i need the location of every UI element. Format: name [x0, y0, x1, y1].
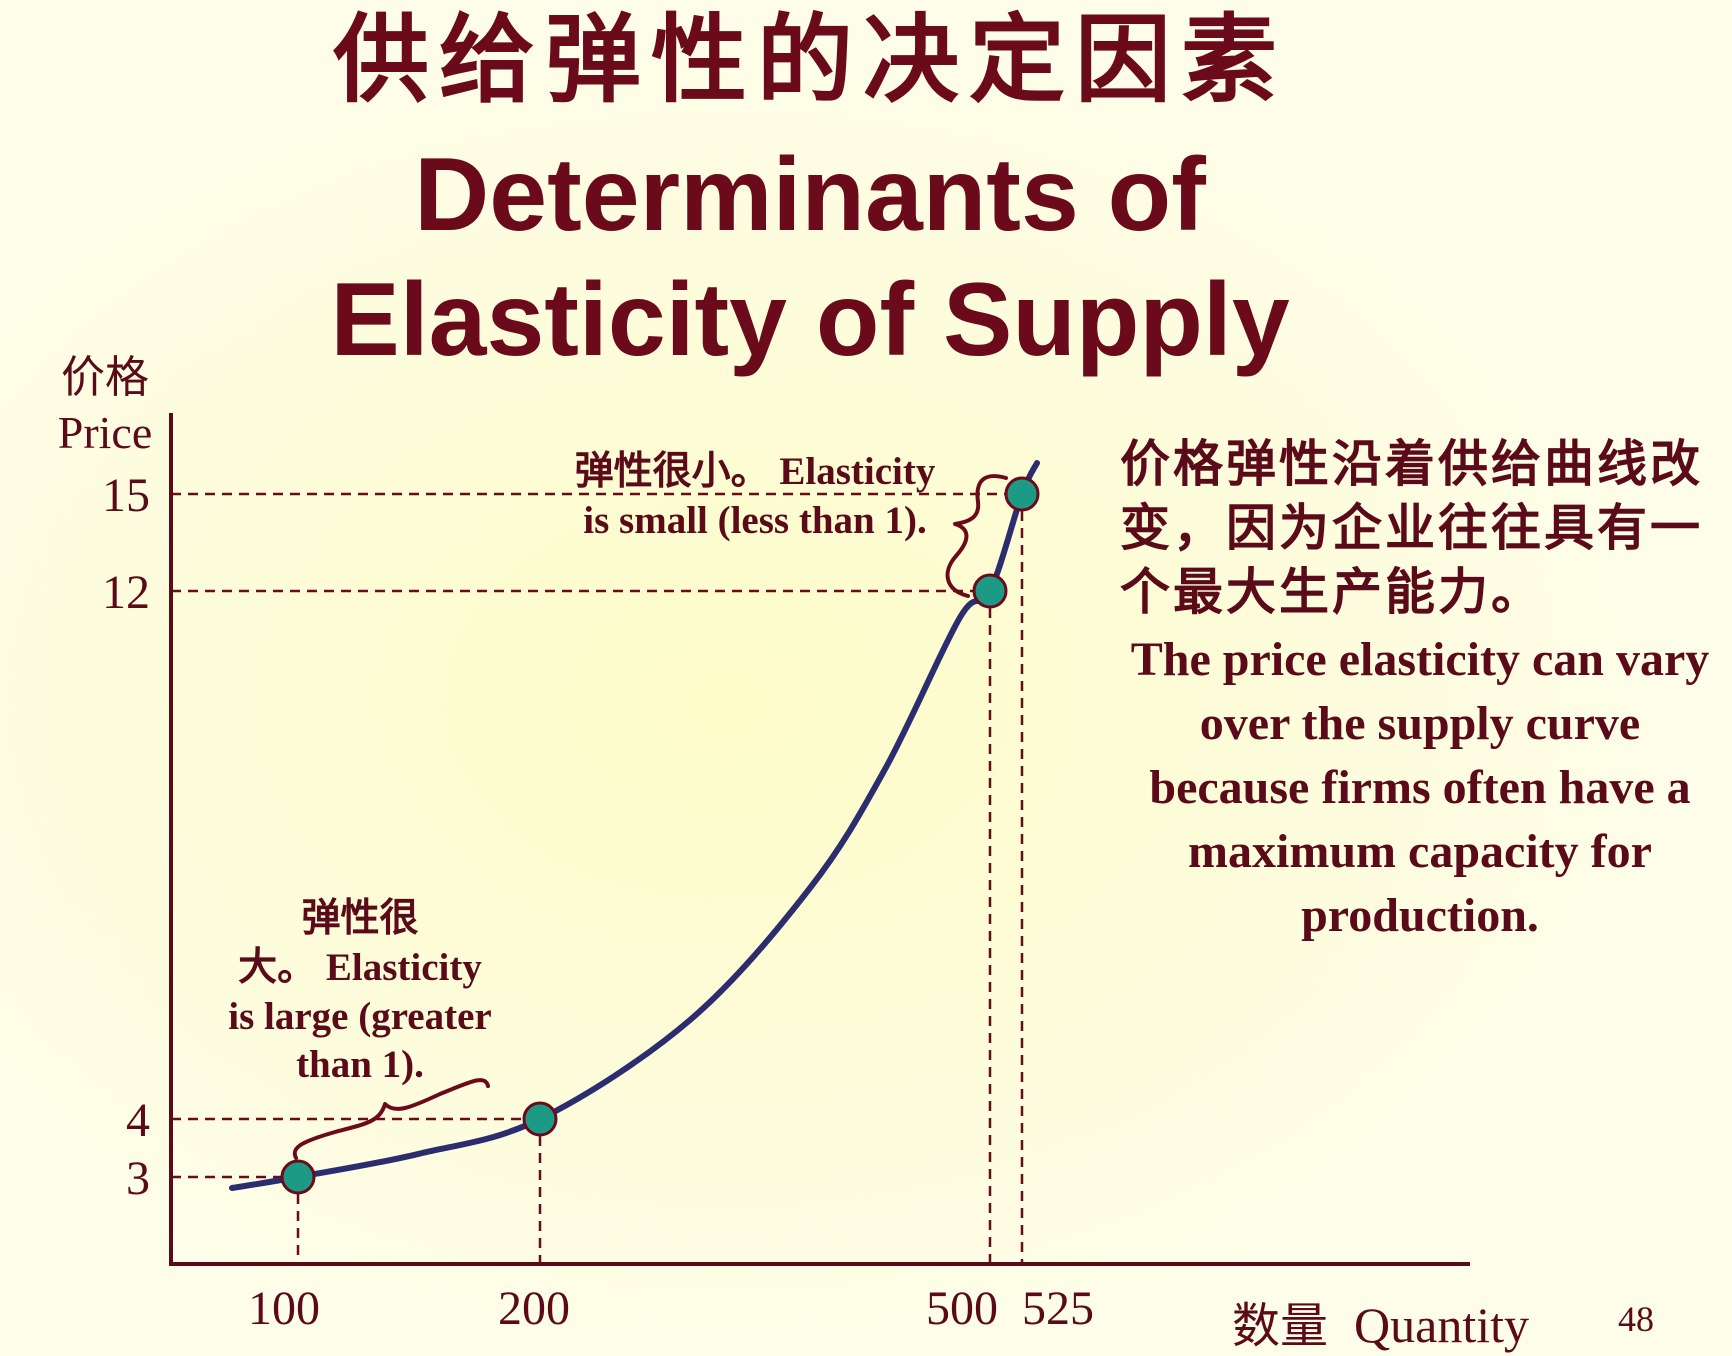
y-tick-label: 15	[102, 469, 150, 522]
y-tick-label: 12	[102, 566, 150, 619]
data-point	[522, 1101, 558, 1137]
explanation-chinese: 价格弹性沿着供给曲线改变，因为企业往往具有一个最大生产能力。	[1120, 435, 1703, 621]
annotation-small-english-line2: is small (less than 1).	[583, 498, 927, 542]
annotation-large-elasticity: 弹性很 大。 Elasticity is large (greater than…	[200, 895, 520, 1090]
explanation-block: 价格弹性沿着供给曲线改变，因为企业往往具有一个最大生产能力。 The price…	[1120, 432, 1720, 948]
x-tick-label: 200	[498, 1282, 570, 1335]
y-axis-label-chinese: 价格	[61, 352, 149, 403]
data-point	[1004, 476, 1040, 512]
annotation-large-english-line3: than 1).	[296, 1043, 424, 1087]
annotation-large-chinese-line1: 弹性很	[301, 896, 419, 941]
data-point	[280, 1159, 316, 1195]
annotation-small-english-line1: Elasticity	[779, 450, 936, 493]
annotation-small-chinese: 弹性很小。	[574, 449, 770, 494]
chart-title-english-line2: Elasticity of Supply	[330, 262, 1290, 378]
explanation-english: The price elasticity can vary over the s…	[1130, 633, 1710, 942]
x-axis-label-chinese: 数量	[1232, 1298, 1329, 1354]
y-tick-label: 3	[126, 1152, 150, 1205]
annotation-small-elasticity: 弹性很小。 Elasticity is small (less than 1).	[520, 448, 990, 546]
y-axis-label-english: Price	[57, 406, 153, 458]
data-point	[972, 573, 1008, 609]
chart-title-chinese: 供给弹性的决定因素	[333, 4, 1287, 116]
brace-small-elasticity	[945, 474, 1008, 598]
annotation-large-english-line2: is large (greater	[228, 994, 492, 1038]
chart-title-english-line1: Determinants of	[414, 137, 1206, 253]
y-axis-label: 价格 Price	[30, 352, 180, 460]
x-axis-label-english: Quantity	[1354, 1297, 1529, 1353]
brace-large-elasticity	[292, 1078, 490, 1160]
x-tick-label: 500	[926, 1282, 998, 1335]
x-tick-label: 100	[248, 1282, 320, 1335]
annotation-large-chinese-line2: 大。	[238, 944, 317, 990]
page-number: 48	[1618, 1299, 1654, 1339]
x-axis-label: 数量 Quantity	[1232, 1286, 1529, 1356]
annotation-large-english-line1: Elasticity	[325, 945, 482, 989]
x-tick-label: 525	[1022, 1282, 1094, 1335]
y-tick-label: 4	[126, 1094, 150, 1147]
